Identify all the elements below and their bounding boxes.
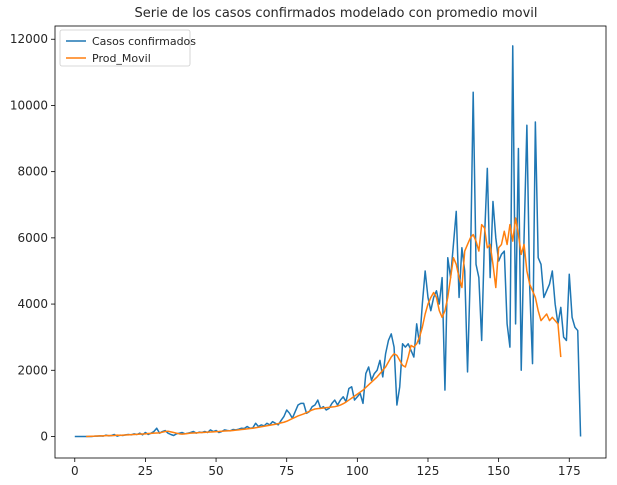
y-tick-label: 0 bbox=[40, 429, 48, 443]
y-tick-label: 12000 bbox=[10, 32, 48, 46]
plot-frame bbox=[54, 25, 607, 459]
series-line-2 bbox=[86, 217, 562, 438]
x-tick-label: 25 bbox=[138, 464, 153, 478]
y-tick-label: 10000 bbox=[10, 98, 48, 112]
x-tick-label: 100 bbox=[346, 464, 369, 478]
legend: Casos confirmados Prod_Movil bbox=[59, 29, 196, 67]
x-tick-label: 125 bbox=[417, 464, 440, 478]
x-tick-label: 75 bbox=[279, 464, 294, 478]
series-layer bbox=[74, 45, 582, 438]
x-tick-label: 0 bbox=[71, 464, 79, 478]
chart-title: Serie de los casos confirmados modelado … bbox=[135, 6, 538, 21]
y-tick-label: 4000 bbox=[17, 297, 48, 311]
x-tick-label: 175 bbox=[558, 464, 581, 478]
legend-label-1: Casos confirmados bbox=[92, 35, 196, 48]
legend-label-2: Prod_Movil bbox=[92, 52, 151, 65]
plot-area: 0 25 50 75 100 125 150 175 0 2000 4000 6000 8000 1000… bbox=[10, 25, 607, 478]
x-tick-label: 50 bbox=[208, 464, 223, 478]
y-tick-label: 2000 bbox=[17, 363, 48, 377]
series-line-1 bbox=[74, 45, 582, 438]
y-tick-label: 6000 bbox=[17, 231, 48, 245]
y-tick-label: 8000 bbox=[17, 165, 48, 179]
legend-box bbox=[59, 29, 191, 67]
x-tick-label: 150 bbox=[487, 464, 510, 478]
